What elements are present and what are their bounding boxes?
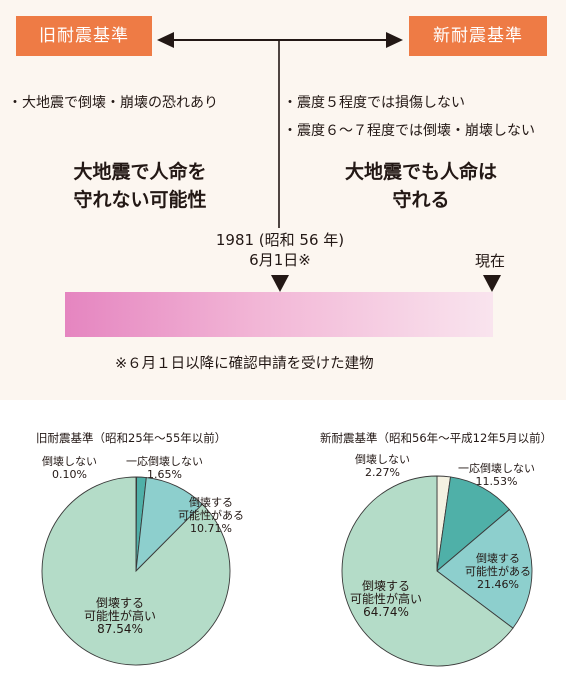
now-label: 現在 [475,252,506,270]
arrow-right-head [386,32,403,48]
old-summary-line-1: 大地震で人命を [73,161,207,183]
pie-new-title: 新耐震基準（昭和56年～平成12年5月以前） [320,431,553,445]
date-label-year: 1981 (昭和 56 年) [215,231,345,249]
pie-old-title: 旧耐震基準（昭和25年～55年以前） [36,431,227,445]
pie-old-label-high: 倒壊する 可能性が高い 87.54% [84,596,157,636]
old-standard-badge: 旧耐震基準 [16,16,152,56]
pie-old-label-possible: 倒壊する 可能性がある 10.71% [178,496,244,535]
pie-old-slice-high [41,476,231,666]
date-marker-triangle [271,275,289,292]
now-marker-triangle [483,275,501,292]
date-label-day: 6月1日※ [249,251,311,269]
timeline-gradient-bar [65,292,493,337]
pie-new-label-minimal: 一応倒壊しない 11.53% [458,462,535,488]
new-standard-note-1: ・震度５程度では損傷しない [283,95,465,111]
pie-new-label-none: 倒壊しない 2.27% [355,453,410,479]
old-standard-note: ・大地震で倒壊・崩壊の恐れあり [8,95,218,111]
pie-new-slice-high [341,475,514,667]
pie-old-label-none: 倒壊しない 0.10% [42,455,97,481]
pie-new-slice-possible [436,508,533,629]
new-summary: 大地震でも人命は 守れる [316,158,526,214]
pie-new-label-possible: 倒壊する 可能性がある 21.46% [465,552,531,591]
pie-old-label-minimal: 一応倒壊しない 1.65% [126,455,203,481]
date-label: 1981 (昭和 56 年) 6月1日※ [190,230,370,270]
new-standard-badge: 新耐震基準 [409,16,547,56]
new-summary-line-1: 大地震でも人命は [344,161,497,183]
old-summary-line-2: 守れない可能性 [73,189,207,211]
pie-new-label-high: 倒壊する 可能性が高い 64.74% [350,579,423,619]
footnote: ※６月１日以降に確認申請を受けた建物 [115,356,374,372]
arrow-left-head [157,32,174,48]
timeline-connectors [157,32,501,292]
new-summary-line-2: 守れる [392,189,450,211]
old-summary: 大地震で人命を 守れない可能性 [40,158,240,214]
pie-new-slice-minimal [436,476,511,573]
new-standard-note-2: ・震度６～７程度では倒壊・崩壊しない [283,123,535,139]
